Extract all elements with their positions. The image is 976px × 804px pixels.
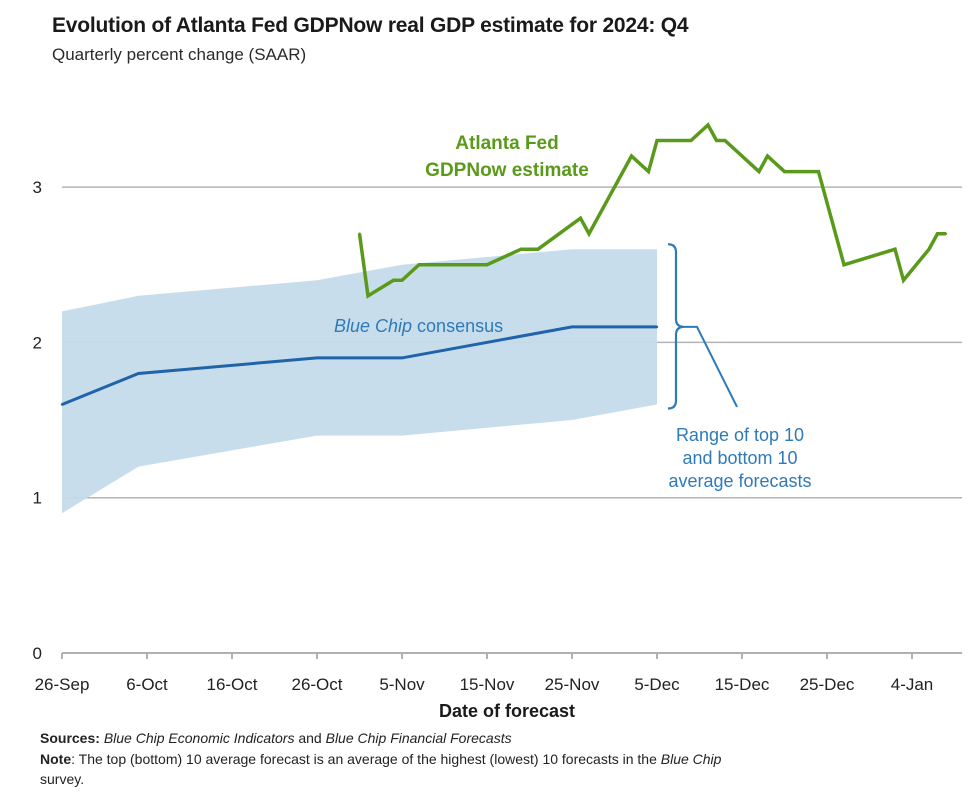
range-annotation-line2: and bottom 10	[682, 448, 797, 468]
gdpnow-point	[927, 248, 931, 251]
chart-subtitle: Quarterly percent change (SAAR)	[52, 45, 307, 64]
range-annotation-line3: average forecasts	[668, 471, 811, 491]
y-tick-label: 2	[33, 333, 42, 352]
gdpnow-point	[817, 170, 820, 173]
x-tick-label: 15-Nov	[460, 675, 515, 694]
y-tick-label: 0	[33, 644, 42, 663]
note-end: survey.	[40, 771, 85, 787]
range-band	[62, 249, 657, 514]
sources-conjunction: and	[294, 730, 326, 746]
gdpnow-point	[536, 248, 540, 251]
x-tick-label: 16-Oct	[206, 675, 257, 694]
gdpnow-point	[757, 170, 761, 173]
bluechip-annotation-italic: Blue Chip	[334, 316, 412, 336]
gdpnow-point	[587, 232, 591, 235]
gdpnow-annotation-line1: Atlanta Fed	[455, 133, 558, 154]
chart-title: Evolution of Atlanta Fed GDPNow real GDP…	[52, 14, 689, 37]
bluechip-consensus-line	[61, 325, 657, 406]
gdpnow-point	[358, 232, 361, 235]
gdpnow-point	[579, 216, 582, 220]
series-layer	[60, 122, 948, 406]
bluechip-annotation: Blue Chip consensus	[334, 316, 503, 336]
range-annotation-line1: Range of top 10	[676, 425, 804, 445]
gdpnow-point	[723, 139, 727, 142]
range-leader-line	[684, 325, 738, 408]
gdpnow-point	[392, 279, 395, 282]
bluechip-point	[570, 325, 574, 329]
bluechip-point	[400, 356, 404, 360]
gdpnow-point	[366, 294, 370, 298]
gdpnow-point	[706, 123, 710, 127]
gdpnow-point	[766, 154, 769, 158]
gdpnow-annotation-line2: GDPNow estimate	[425, 160, 589, 181]
footnote: Note: The top (bottom) 10 average foreca…	[40, 749, 900, 789]
gdpnow-point	[902, 279, 905, 282]
sources-label: Sources:	[40, 730, 100, 746]
bluechip-point	[60, 403, 64, 406]
gdpnow-point	[630, 154, 633, 158]
y-axis-ticks: 0 1 2 3	[33, 178, 42, 663]
gdpnow-point	[485, 263, 489, 266]
gdpnow-point	[689, 139, 693, 142]
x-tick-label: 4-Jan	[891, 675, 934, 694]
y-tick-label: 1	[33, 489, 42, 508]
x-tick-label: 26-Oct	[291, 675, 342, 694]
x-tick-label: 25-Dec	[800, 675, 855, 694]
gdpnow-point	[519, 248, 523, 251]
gdpnow-point	[893, 248, 897, 251]
x-tick-label: 15-Dec	[715, 675, 770, 694]
gdpnow-point	[417, 263, 421, 266]
bluechip-annotation-rest: consensus	[412, 316, 503, 336]
x-tick-label: 25-Nov	[545, 675, 600, 694]
x-axis	[61, 652, 962, 659]
x-axis-label: Date of forecast	[439, 701, 575, 721]
range-bracket	[667, 243, 685, 410]
sources-publication-1: Blue Chip Economic Indicators	[103, 730, 295, 746]
x-tick-label: 6-Oct	[126, 675, 168, 694]
gdpnow-point	[842, 263, 846, 266]
sources-note: Sources: Blue Chip Economic Indicators a…	[40, 728, 512, 748]
bluechip-point	[137, 372, 140, 375]
x-tick-label: 5-Dec	[634, 675, 680, 694]
y-tick-label: 3	[33, 178, 42, 197]
note-italic: Blue Chip	[660, 751, 722, 767]
gdpnow-point	[400, 279, 404, 282]
gdpnow-point	[944, 232, 948, 235]
x-tick-label: 26-Sep	[35, 675, 90, 694]
bluechip-point	[315, 356, 319, 360]
bluechip-point	[655, 325, 659, 329]
sources-publication-2: Blue Chip Financial Forecasts	[325, 730, 512, 746]
note-label: Note	[40, 751, 72, 767]
gdpnow-point	[936, 232, 939, 235]
range-band-layer	[62, 249, 657, 514]
gdpnow-point	[783, 170, 786, 173]
gdpnow-point	[647, 170, 650, 173]
x-tick-label: 5-Nov	[379, 675, 425, 694]
range-bracket-annotation	[667, 243, 738, 410]
gdpnow-point	[655, 139, 659, 142]
gdpnow-point	[715, 139, 718, 142]
x-axis-ticks: 26-Sep 6-Oct 16-Oct 26-Oct 5-Nov 15-Nov 25-Nov…	[35, 675, 934, 694]
note-text: : The top (bottom) 10 average forecast i…	[71, 751, 661, 767]
